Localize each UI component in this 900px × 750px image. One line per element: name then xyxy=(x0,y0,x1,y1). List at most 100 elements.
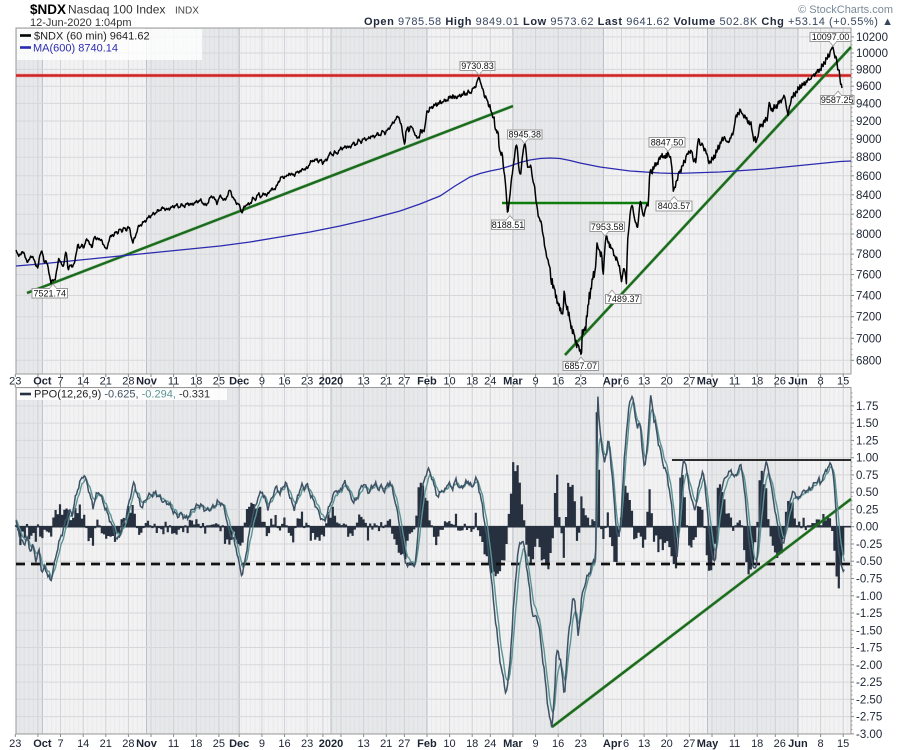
svg-text:27: 27 xyxy=(398,738,410,750)
svg-text:Nasdaq 100 Index: Nasdaq 100 Index xyxy=(68,3,165,17)
svg-text:14: 14 xyxy=(77,376,89,388)
svg-text:13: 13 xyxy=(357,376,369,388)
svg-text:23: 23 xyxy=(301,738,313,750)
svg-text:23: 23 xyxy=(575,376,587,388)
svg-text:2020: 2020 xyxy=(319,738,343,750)
svg-text:-0.25: -0.25 xyxy=(856,539,882,551)
svg-text:24: 24 xyxy=(484,376,496,388)
svg-text:7400: 7400 xyxy=(856,291,882,303)
svg-text:Jun: Jun xyxy=(788,376,808,388)
svg-text:Apr: Apr xyxy=(603,738,623,750)
svg-text:28: 28 xyxy=(122,376,134,388)
svg-text:15: 15 xyxy=(837,376,849,388)
svg-text:16: 16 xyxy=(552,738,564,750)
svg-text:$NDX: $NDX xyxy=(30,2,66,17)
svg-text:Oct: Oct xyxy=(33,376,52,388)
svg-text:9800: 9800 xyxy=(856,64,882,76)
svg-text:9587.25: 9587.25 xyxy=(821,95,854,105)
svg-text:-0.75: -0.75 xyxy=(856,574,882,586)
svg-text:PPO(12,26,9) -0.625, -0.294, -: PPO(12,26,9) -0.625, -0.294, -0.331 xyxy=(34,389,210,401)
svg-text:8: 8 xyxy=(817,738,823,750)
svg-text:0.00: 0.00 xyxy=(856,522,878,534)
svg-text:-2.25: -2.25 xyxy=(856,677,882,689)
svg-text:Dec: Dec xyxy=(229,738,249,750)
svg-text:27: 27 xyxy=(683,738,695,750)
svg-text:7200: 7200 xyxy=(856,312,882,324)
svg-text:8200: 8200 xyxy=(856,209,882,221)
svg-text:Feb: Feb xyxy=(417,376,437,388)
svg-text:9: 9 xyxy=(259,376,265,388)
svg-text:6: 6 xyxy=(623,738,629,750)
svg-text:13: 13 xyxy=(357,738,369,750)
svg-text:28: 28 xyxy=(122,738,134,750)
svg-text:18: 18 xyxy=(190,738,202,750)
svg-text:MA(600) 8740.14: MA(600) 8740.14 xyxy=(33,43,118,55)
svg-text:9730.83: 9730.83 xyxy=(461,61,494,71)
svg-text:23: 23 xyxy=(9,738,21,750)
svg-text:1.25: 1.25 xyxy=(856,435,878,447)
svg-text:13: 13 xyxy=(638,376,650,388)
svg-text:-2.75: -2.75 xyxy=(856,712,882,724)
svg-text:-1.50: -1.50 xyxy=(856,625,882,637)
svg-text:$NDX (60 min) 9641.62: $NDX (60 min) 9641.62 xyxy=(34,31,150,43)
svg-text:16: 16 xyxy=(278,738,290,750)
svg-text:8: 8 xyxy=(817,376,823,388)
svg-text:12-Jun-2020 1:04pm: 12-Jun-2020 1:04pm xyxy=(30,17,132,29)
svg-text:Apr: Apr xyxy=(603,376,623,388)
svg-text:7: 7 xyxy=(57,376,63,388)
svg-text:May: May xyxy=(697,738,719,750)
svg-text:21: 21 xyxy=(100,376,112,388)
svg-text:10: 10 xyxy=(443,376,455,388)
svg-text:9400: 9400 xyxy=(856,98,882,110)
svg-text:0.75: 0.75 xyxy=(856,470,878,482)
svg-text:0.25: 0.25 xyxy=(856,504,878,516)
svg-text:21: 21 xyxy=(380,738,392,750)
svg-text:8403.57: 8403.57 xyxy=(658,201,691,211)
svg-text:1.00: 1.00 xyxy=(856,453,878,465)
svg-text:7800: 7800 xyxy=(856,249,882,261)
svg-text:7953.58: 7953.58 xyxy=(591,222,624,232)
svg-text:26: 26 xyxy=(774,738,786,750)
svg-text:9: 9 xyxy=(532,738,538,750)
svg-text:16: 16 xyxy=(278,376,290,388)
svg-text:9200: 9200 xyxy=(856,116,882,128)
svg-text:8188.51: 8188.51 xyxy=(492,220,525,230)
svg-text:10097.00: 10097.00 xyxy=(812,32,850,42)
svg-text:9: 9 xyxy=(259,738,265,750)
svg-text:8400: 8400 xyxy=(856,190,882,202)
svg-text:11: 11 xyxy=(168,738,179,750)
svg-text:9: 9 xyxy=(532,376,538,388)
svg-text:Dec: Dec xyxy=(229,376,249,388)
svg-text:23: 23 xyxy=(301,376,313,388)
svg-text:1.50: 1.50 xyxy=(856,418,878,430)
svg-text:25: 25 xyxy=(213,376,225,388)
svg-text:25: 25 xyxy=(213,738,225,750)
svg-text:7600: 7600 xyxy=(856,270,882,282)
svg-text:8945.38: 8945.38 xyxy=(509,130,542,140)
svg-text:May: May xyxy=(697,376,719,388)
svg-text:1.75: 1.75 xyxy=(856,401,878,413)
svg-text:18: 18 xyxy=(190,376,202,388)
svg-text:0.50: 0.50 xyxy=(856,487,878,499)
svg-text:6857.07: 6857.07 xyxy=(565,361,598,371)
svg-text:-0.50: -0.50 xyxy=(856,556,882,568)
svg-text:13: 13 xyxy=(638,738,650,750)
svg-text:7489.37: 7489.37 xyxy=(607,294,640,304)
svg-text:20: 20 xyxy=(661,376,673,388)
svg-text:6: 6 xyxy=(623,376,629,388)
svg-text:-1.25: -1.25 xyxy=(856,608,882,620)
svg-text:7000: 7000 xyxy=(856,333,882,345)
svg-text:2020: 2020 xyxy=(319,376,343,388)
svg-text:10: 10 xyxy=(443,738,455,750)
svg-text:8600: 8600 xyxy=(856,171,882,183)
svg-text:15: 15 xyxy=(837,738,849,750)
svg-text:10200: 10200 xyxy=(856,32,888,44)
svg-text:18: 18 xyxy=(466,376,478,388)
svg-text:27: 27 xyxy=(398,376,410,388)
svg-text:Open 9785.58 High 9849.01 Low: Open 9785.58 High 9849.01 Low 9573.62 La… xyxy=(364,16,893,28)
svg-text:6800: 6800 xyxy=(856,355,882,367)
svg-text:Feb: Feb xyxy=(417,738,437,750)
svg-text:Oct: Oct xyxy=(33,738,52,750)
svg-text:11: 11 xyxy=(729,738,740,750)
svg-text:23: 23 xyxy=(575,738,587,750)
